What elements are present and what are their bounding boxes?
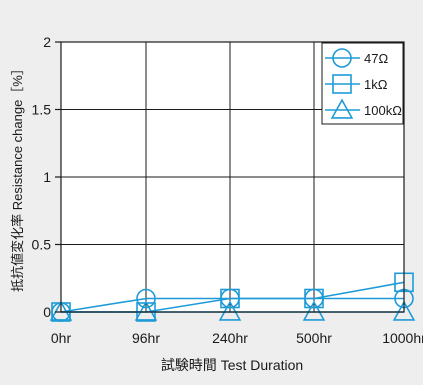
y-tick-label: 1.5 bbox=[32, 102, 52, 118]
data-point-triangle bbox=[392, 300, 416, 321]
data-point-square bbox=[220, 288, 240, 309]
legend-marker-circle bbox=[332, 48, 352, 68]
data-point-triangle bbox=[302, 300, 326, 321]
data-point-circle bbox=[136, 288, 156, 309]
y-tick-label: 1 bbox=[43, 169, 51, 185]
legend-marker-triangle bbox=[330, 98, 354, 119]
data-point-triangle bbox=[218, 300, 242, 321]
x-tick-label: 240hr bbox=[212, 330, 248, 346]
legend-label: 100kΩ bbox=[364, 103, 402, 118]
legend-marker-square bbox=[332, 74, 352, 94]
y-tick-label: 0 bbox=[43, 304, 51, 320]
y-tick-label: 0.5 bbox=[32, 237, 52, 253]
data-point-triangle bbox=[49, 300, 73, 321]
legend-label: 1kΩ bbox=[364, 77, 388, 92]
x-tick-label: 1000hr bbox=[382, 330, 423, 346]
legend-label: 47Ω bbox=[364, 51, 388, 66]
x-axis-title: 試験時間 Test Duration bbox=[161, 357, 303, 373]
legend: 47Ω 1kΩ 100kΩ bbox=[321, 42, 404, 125]
x-tick-label: 500hr bbox=[296, 330, 332, 346]
x-tick-label: 96hr bbox=[132, 330, 160, 346]
data-point-triangle bbox=[134, 300, 158, 321]
y-axis-title: 抵抗値変化率 Resistance change［%］ bbox=[10, 62, 25, 292]
axes: 0 0.5 1 1.5 2 0hr 96hr 240hr 500hr 1000hr bbox=[32, 34, 423, 346]
x-tick-label: 0hr bbox=[51, 330, 72, 346]
y-tick-label: 2 bbox=[43, 34, 51, 50]
data-point-square bbox=[304, 288, 324, 309]
